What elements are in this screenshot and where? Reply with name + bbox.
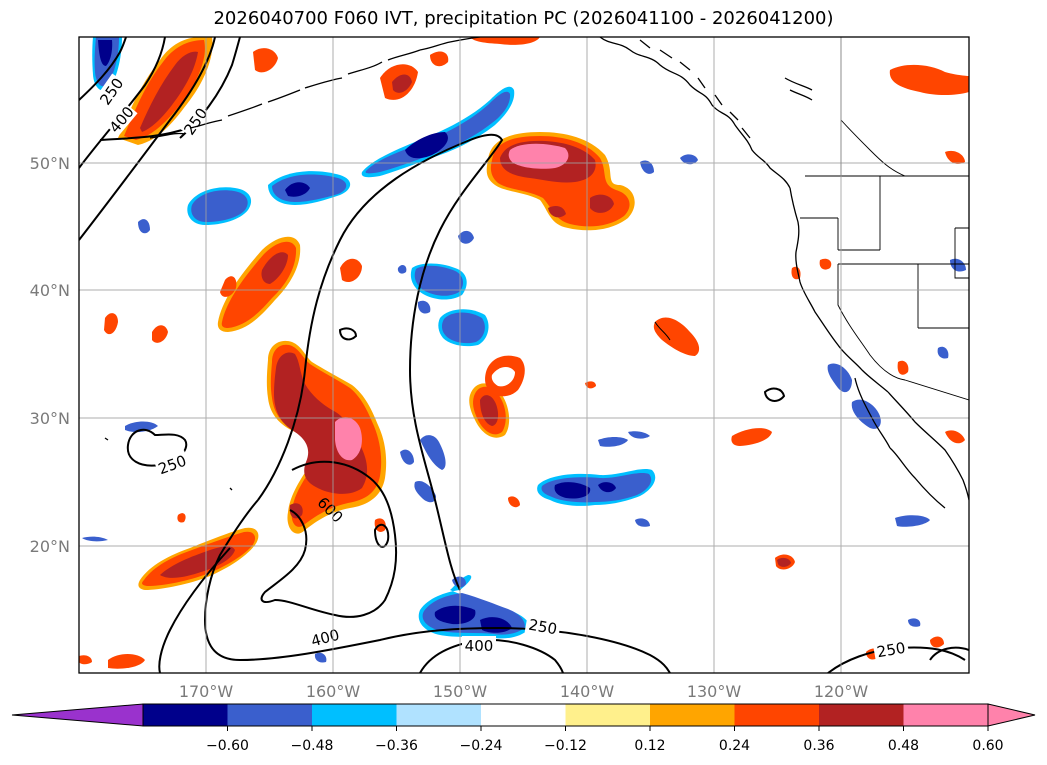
colorbar: −0.60 −0.48 −0.36 −0.24 −0.12 0.12 0.24 0.36 0.4…	[11, 703, 1036, 754]
colorbar-tick-label: 0.12	[634, 738, 665, 754]
colorbar-swatch	[565, 704, 651, 726]
lon-label-140w: 140°W	[560, 682, 615, 701]
longitude-labels: 170°W 160°W 150°W 140°W 130°W 120°W	[179, 682, 869, 701]
colorbar-tick-label: −0.48	[291, 738, 334, 754]
positive-precip-areas	[79, 37, 969, 669]
colorbar-tick-label: −0.12	[544, 738, 587, 754]
contour-label: 250	[876, 639, 907, 662]
colorbar-swatch	[227, 704, 313, 726]
colorbar-swatch	[819, 704, 904, 726]
lon-label-160w: 160°W	[306, 682, 361, 701]
colorbar-min-extend	[11, 703, 144, 727]
colorbar-swatch	[396, 704, 482, 726]
contour-label: 400	[465, 637, 494, 655]
colorbar-swatch	[903, 704, 989, 726]
graticule	[79, 37, 969, 673]
colorbar-swatch	[312, 704, 397, 726]
lon-label-150w: 150°W	[433, 682, 488, 701]
colorbar-tick-label: 0.60	[972, 738, 1003, 754]
latitude-labels: 50°N 40°N 30°N 20°N	[30, 154, 70, 556]
lat-label-30n: 30°N	[30, 409, 70, 428]
colorbar-tick-label: −0.24	[460, 738, 503, 754]
coastlines	[104, 37, 969, 509]
map-frame	[78, 36, 970, 674]
colorbar-swatch	[143, 704, 228, 726]
colorbar-tick-label: 0.48	[888, 738, 919, 754]
colorbar-swatch	[734, 704, 820, 726]
contour-label: 250	[527, 616, 558, 639]
negative-precip-areas	[82, 37, 966, 663]
lon-label-170w: 170°W	[179, 682, 234, 701]
map-content: 250 400 250 250 600 400 400 250 250	[79, 37, 969, 673]
colorbar-tick-label: 0.36	[803, 738, 834, 754]
lat-label-20n: 20°N	[30, 537, 70, 556]
colorbar-max-extend	[987, 703, 1036, 727]
map-background	[79, 37, 969, 673]
lon-label-130w: 130°W	[687, 682, 742, 701]
lat-label-50n: 50°N	[30, 154, 70, 173]
lat-label-40n: 40°N	[30, 281, 70, 300]
colorbar-tick-label: −0.60	[206, 738, 249, 754]
map-title: 2026040700 F060 IVT, precipitation PC (2…	[213, 8, 834, 29]
lon-label-120w: 120°W	[814, 682, 869, 701]
colorbar-tick-label: 0.24	[719, 738, 750, 754]
colorbar-tick-label: −0.36	[375, 738, 418, 754]
colorbar-swatch	[650, 704, 735, 726]
colorbar-swatch	[481, 704, 566, 726]
